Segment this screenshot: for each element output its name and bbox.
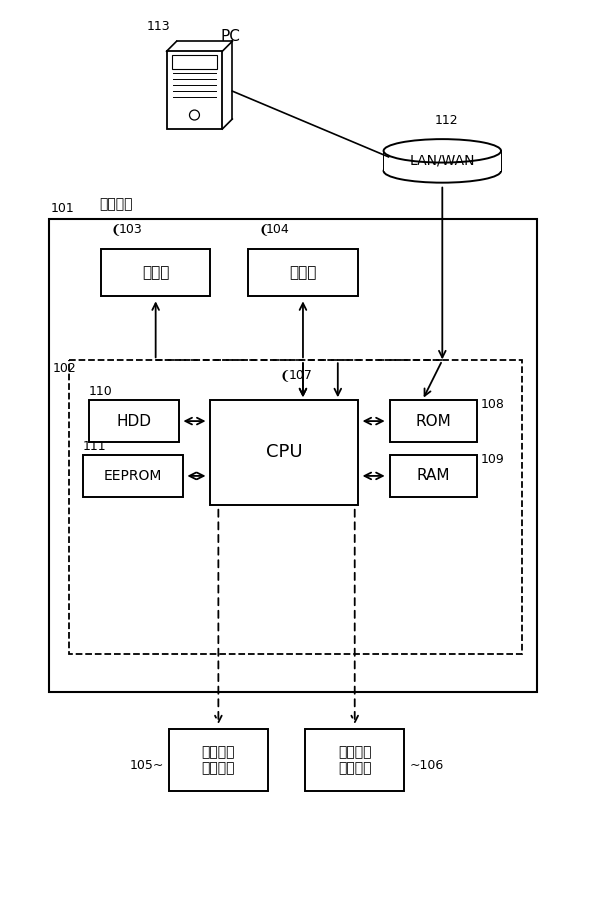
Text: ❨: ❨	[111, 223, 121, 235]
FancyBboxPatch shape	[248, 249, 358, 296]
Text: PC: PC	[220, 29, 240, 44]
Text: RAM: RAM	[417, 469, 450, 483]
Text: スキャナ
ユニット: スキャナ ユニット	[338, 745, 372, 775]
Text: ROM: ROM	[415, 414, 451, 428]
FancyBboxPatch shape	[101, 249, 210, 296]
Text: 109: 109	[481, 453, 505, 466]
Bar	[384, 151, 501, 171]
Text: プリンタ
ユニット: プリンタ ユニット	[202, 745, 235, 775]
Ellipse shape	[384, 139, 501, 163]
Text: 112: 112	[434, 114, 458, 127]
FancyBboxPatch shape	[89, 401, 178, 442]
FancyBboxPatch shape	[49, 219, 537, 692]
Text: 113: 113	[147, 21, 170, 33]
FancyBboxPatch shape	[305, 729, 404, 791]
Text: LAN/WAN: LAN/WAN	[410, 154, 475, 168]
Text: 104: 104	[266, 223, 290, 235]
FancyBboxPatch shape	[389, 401, 477, 442]
Text: 101: 101	[51, 202, 75, 215]
Ellipse shape	[384, 159, 501, 182]
Text: ❨: ❨	[279, 369, 290, 383]
FancyBboxPatch shape	[167, 51, 222, 129]
FancyBboxPatch shape	[168, 729, 268, 791]
FancyBboxPatch shape	[210, 401, 358, 505]
Text: 表示部: 表示部	[142, 265, 170, 280]
Text: EEPROM: EEPROM	[103, 469, 162, 483]
FancyBboxPatch shape	[69, 360, 522, 655]
Text: 105~: 105~	[129, 759, 164, 771]
Text: HDD: HDD	[116, 414, 151, 428]
Text: 102: 102	[53, 362, 77, 375]
Text: 107: 107	[289, 369, 313, 383]
Text: 108: 108	[481, 398, 505, 411]
Text: 操作部: 操作部	[289, 265, 317, 280]
FancyBboxPatch shape	[83, 455, 183, 497]
FancyBboxPatch shape	[171, 55, 217, 69]
Text: 103: 103	[119, 223, 142, 235]
Text: ❨: ❨	[258, 223, 269, 235]
Text: 110: 110	[89, 385, 113, 398]
FancyBboxPatch shape	[389, 455, 477, 497]
Text: 印刺装置: 印刺装置	[99, 197, 132, 211]
Text: ~106: ~106	[410, 759, 444, 771]
Text: CPU: CPU	[266, 444, 303, 462]
Text: 111: 111	[83, 440, 106, 453]
